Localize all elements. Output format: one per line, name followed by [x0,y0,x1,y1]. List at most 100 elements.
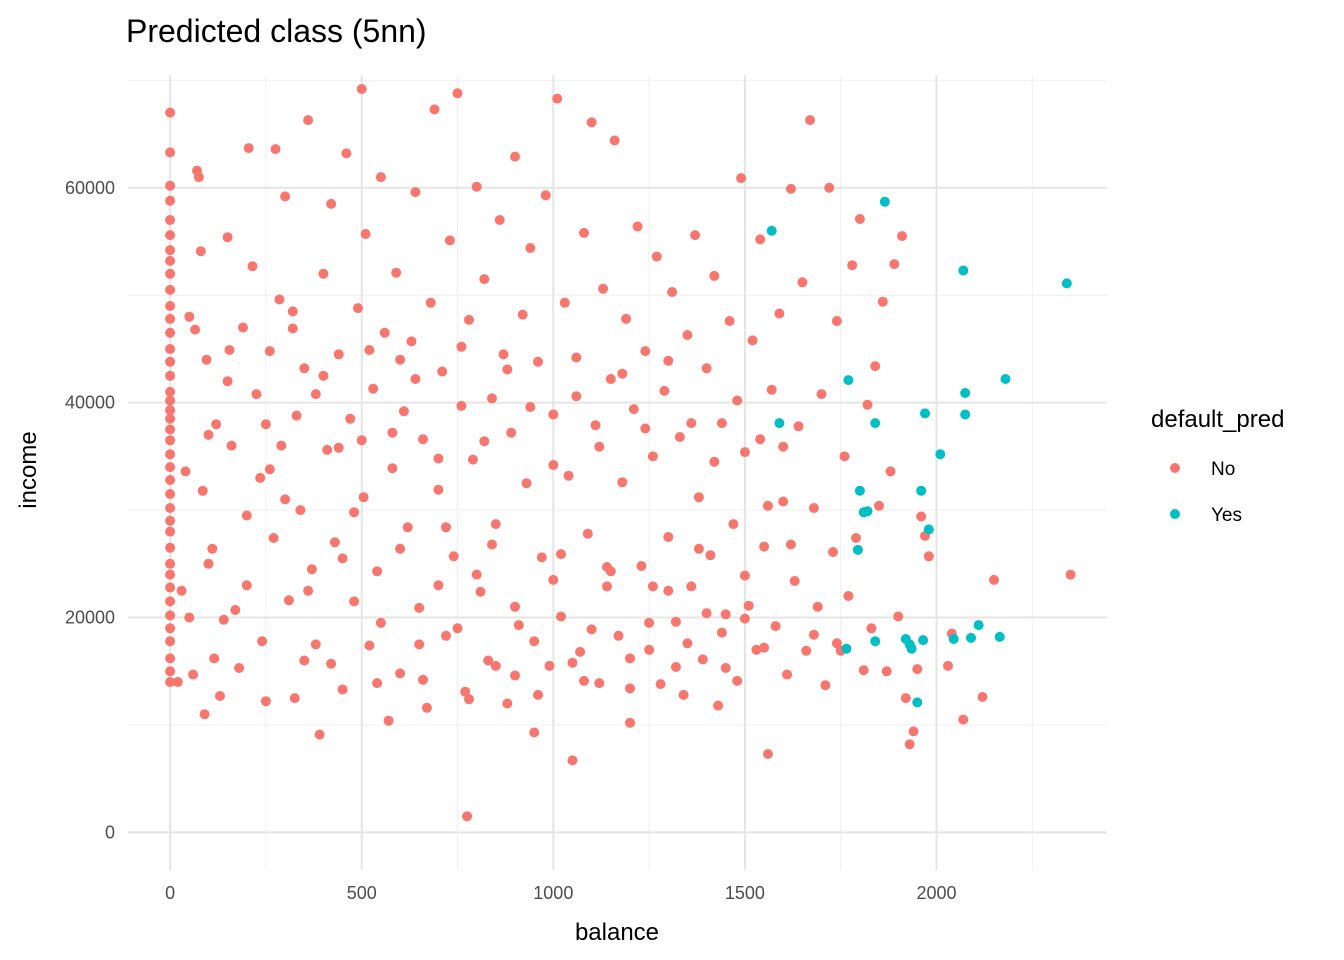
data-point-no [270,144,281,155]
data-point-no [165,558,176,569]
data-point-yes [920,408,930,419]
data-point-no [314,729,325,740]
data-point-no [406,336,417,347]
data-point-no [506,427,517,438]
legend-title: default_pred [1151,406,1284,433]
data-point-no [897,231,907,242]
data-point-no [425,297,436,308]
data-point-no [556,611,566,622]
data-point-no [889,259,900,270]
data-point-no [670,662,681,672]
data-point-no [471,569,482,580]
data-point-no [540,190,551,201]
data-point-no [165,405,176,416]
data-point-no [525,243,536,253]
data-point-no [287,323,298,334]
data-point-no [337,684,348,695]
data-point-no [594,678,605,689]
data-point-no [165,666,176,677]
data-point-no [452,623,463,634]
data-point-no [165,215,176,225]
data-point-no [908,726,919,737]
data-point-yes [906,643,917,654]
y-tick-label: 0 [105,822,115,842]
data-point-no [165,370,176,381]
y-axis-ticks: 0 20000 40000 60000 [65,178,115,843]
data-point-no [218,614,229,625]
data-point-no [644,644,655,655]
data-point-no [387,427,398,438]
data-point-no [337,553,348,564]
x-tick-label: 1500 [725,883,765,903]
data-point-no [682,330,693,340]
data-point-no [713,700,724,711]
data-point-yes [854,485,865,496]
data-point-no [709,270,720,281]
data-point-no [663,355,674,366]
data-point-no [356,435,367,446]
data-point-no [839,451,850,462]
data-point-no [686,581,697,592]
y-tick-label: 40000 [65,393,115,413]
data-point-no [977,692,988,702]
data-point-no [728,519,739,530]
data-point-no [831,638,842,649]
data-point-no [303,585,314,596]
data-point-no [260,419,271,430]
data-point-no [287,306,298,317]
data-point-no [732,675,743,686]
data-point-no [705,550,716,561]
data-point-no [663,532,674,542]
data-point-no [778,496,789,507]
data-point-no [567,755,578,766]
data-point-no [479,436,490,447]
grid-lines [128,75,1107,870]
data-point-no [808,503,819,513]
y-axis-title: income [15,431,42,508]
data-point-no [843,591,854,601]
data-point-no [165,542,176,553]
data-point-no [517,309,528,320]
data-point-yes [766,225,777,236]
data-point-no [452,88,463,99]
data-point-yes [923,524,934,535]
data-point-no [766,384,777,395]
data-point-no [1065,569,1076,580]
data-point-no [762,500,773,511]
data-point-no [165,435,176,446]
data-point-no [651,251,662,262]
data-point-no [617,368,628,379]
data-point-no [732,395,743,406]
x-tick-label: 1000 [533,883,573,903]
data-point-no [556,549,566,560]
data-point-no [165,515,176,526]
data-point-no [329,537,340,548]
data-point-no [636,561,647,571]
data-point-no [176,585,187,596]
data-point-no [165,195,176,206]
data-point-no [197,485,208,496]
data-point-no [349,596,360,607]
data-point-no [816,389,827,400]
data-point-no [513,620,524,631]
data-point-no [456,341,467,352]
data-point-no [395,668,406,679]
data-point-no [165,245,176,256]
data-point-no [812,601,823,612]
data-point-no [165,569,176,580]
data-point-no [747,335,758,346]
data-point-no [395,543,406,554]
data-point-no [402,522,413,533]
data-point-no [498,349,509,360]
data-point-no [778,441,789,452]
data-point-no [310,389,321,400]
data-point-yes [774,418,785,429]
data-point-no [429,104,440,115]
legend: default_pred No Yes [1151,406,1284,526]
data-point-no [165,284,176,295]
data-point-no [165,107,176,118]
data-point-no [548,409,559,420]
data-point-no [274,294,285,305]
data-point-no [989,574,999,585]
data-point-no [743,600,754,611]
